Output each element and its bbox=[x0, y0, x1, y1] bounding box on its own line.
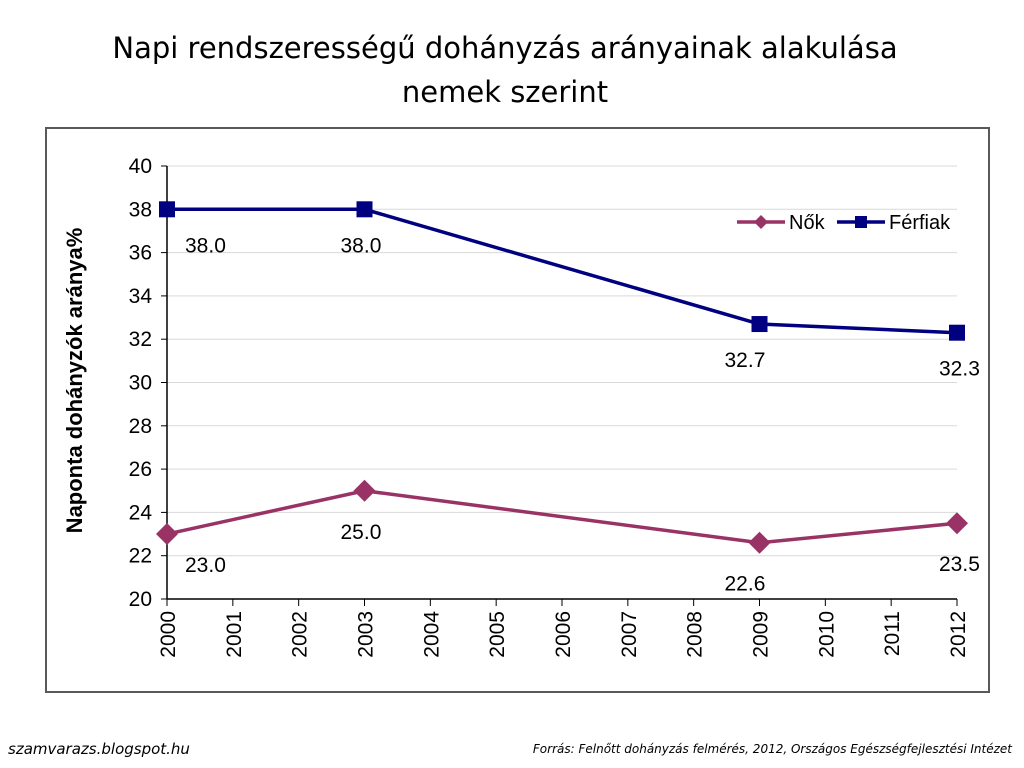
data-label: 23.0 bbox=[185, 554, 226, 577]
data-point-ferfiak bbox=[356, 201, 373, 218]
y-tick-label: 26 bbox=[129, 458, 152, 481]
data-point-ferfiak bbox=[159, 201, 175, 218]
y-tick-label: 32 bbox=[129, 328, 152, 351]
x-tick-label: 2003 bbox=[355, 611, 378, 658]
blog-credit: szamvarazs.blogspot.hu bbox=[8, 740, 190, 758]
x-tick-label: 2004 bbox=[420, 611, 443, 658]
y-tick-label: 22 bbox=[129, 545, 152, 568]
data-point-ferfiak bbox=[949, 324, 965, 341]
series-line-diamond bbox=[166, 489, 958, 545]
x-tick-label: 2012 bbox=[947, 611, 970, 658]
y-axis-title: Naponta dohányzók aránya% bbox=[62, 228, 87, 534]
data-label: 32.7 bbox=[725, 349, 766, 372]
legend-marker-ferfiak bbox=[855, 216, 867, 228]
y-tick-label: 40 bbox=[129, 155, 152, 178]
x-tick-label: 2006 bbox=[552, 611, 575, 658]
x-tick-label: 2002 bbox=[289, 611, 312, 658]
data-label: 22.6 bbox=[725, 573, 766, 596]
x-tick-label: 2007 bbox=[618, 611, 641, 658]
data-label: 25.0 bbox=[341, 521, 382, 544]
y-tick-label: 36 bbox=[129, 242, 152, 265]
data-label: 38.0 bbox=[185, 234, 226, 257]
y-tick-label: 20 bbox=[129, 588, 152, 611]
y-tick-label: 38 bbox=[129, 198, 152, 221]
x-tick-label: 2009 bbox=[750, 611, 773, 658]
legend: Nők Férfiak bbox=[737, 212, 951, 234]
legend-label: Férfiak bbox=[889, 212, 951, 234]
x-tick-label: 2008 bbox=[684, 611, 707, 658]
legend-marker-nok bbox=[754, 215, 768, 229]
data-point-nok bbox=[353, 479, 376, 502]
axes: 20 22 24 26 28 30 32 34 36 38 40 2000 2001 2002 2003 20… bbox=[62, 155, 970, 658]
x-tick-label: 2005 bbox=[486, 611, 509, 658]
x-tick-label: 2001 bbox=[223, 611, 246, 658]
data-labels: 23.0 25.0 22.6 23.5 38.0 38.0 32.7 32.3 bbox=[185, 234, 980, 595]
data-point-ferfiak bbox=[751, 316, 768, 333]
data-label: 23.5 bbox=[939, 553, 980, 576]
y-tick-label: 24 bbox=[129, 501, 153, 524]
x-tick-label: 2010 bbox=[815, 611, 838, 658]
y-tick-label: 34 bbox=[129, 285, 153, 308]
data-point-nok bbox=[748, 531, 771, 554]
x-tick-label: 2011 bbox=[881, 611, 904, 656]
data-label: 38.0 bbox=[341, 234, 382, 257]
y-tick-label: 28 bbox=[129, 415, 152, 438]
series-line-square bbox=[167, 207, 958, 335]
series bbox=[156, 201, 968, 554]
data-point-nok bbox=[946, 512, 968, 535]
y-tick-label: 30 bbox=[129, 372, 152, 395]
slide-title: Napi rendszerességű dohányzás arányainak… bbox=[112, 31, 898, 109]
x-tick-label: 2000 bbox=[157, 611, 180, 658]
data-label: 32.3 bbox=[939, 358, 980, 381]
data-point-nok bbox=[156, 523, 178, 546]
legend-label: Nők bbox=[789, 212, 826, 234]
source-credit: Forrás: Felnőtt dohányzás felmérés, 2012… bbox=[532, 742, 1012, 756]
